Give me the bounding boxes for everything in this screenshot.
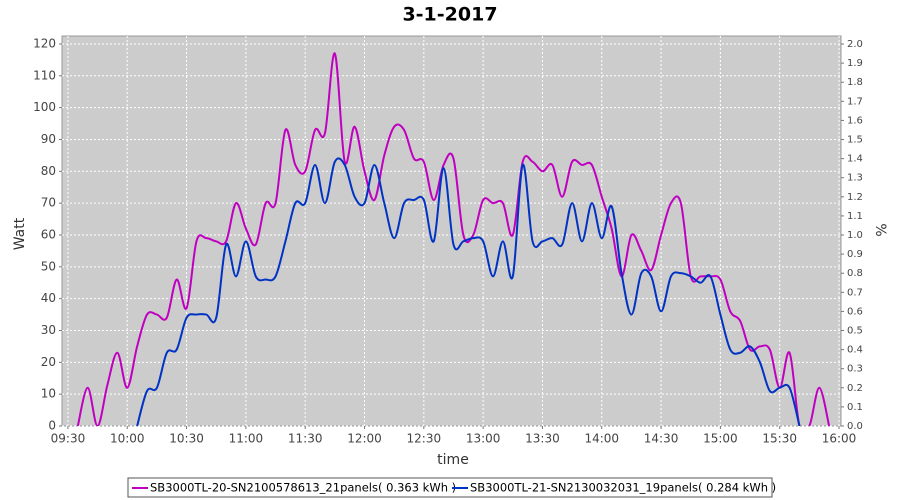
y-tick-label: 60 [41, 227, 56, 241]
x-tick-label: 15:30 [762, 432, 797, 446]
y-tick-label: 120 [33, 36, 56, 50]
x-tick-label: 14:30 [644, 432, 679, 446]
x-tick-label: 14:00 [584, 432, 619, 446]
y2-tick-label: 0.2 [847, 383, 863, 394]
x-tick-label: 12:30 [407, 432, 442, 446]
x-tick-label: 16:00 [822, 432, 857, 446]
y2-tick-label: 1.7 [847, 96, 863, 107]
x-tick-label: 13:30 [525, 432, 560, 446]
y2-tick-label: 2.0 [847, 39, 863, 50]
x-tick-label: 10:00 [110, 432, 145, 446]
y2-tick-label: 1.2 [847, 192, 863, 203]
y2-tick-label: 0.8 [847, 268, 863, 279]
y2-tick-label: 1.1 [847, 211, 863, 222]
y2-axis-label: % [872, 223, 888, 236]
series-line [136, 157, 801, 426]
series-line [76, 52, 831, 426]
y-tick-label: 50 [41, 259, 56, 273]
y-tick-label: 110 [33, 68, 56, 82]
x-tick-label: 11:30 [288, 432, 323, 446]
y2-tick-label: 0.4 [847, 345, 863, 356]
y2-tick-label: 1.8 [847, 77, 863, 88]
y2-tick-label: 0.9 [847, 249, 863, 260]
y2-tick-label: 1.0 [847, 230, 863, 241]
y-tick-label: 10 [41, 387, 56, 401]
y-tick-label: 90 [41, 132, 56, 146]
y-tick-label: 70 [41, 196, 56, 210]
x-axis-label: time [437, 452, 469, 468]
y2-tick-label: 1.9 [847, 58, 863, 69]
y2-tick-label: 1.6 [847, 115, 863, 126]
y2-tick-label: 1.4 [847, 154, 863, 165]
y2-tick-label: 1.3 [847, 173, 863, 184]
y2-tick-label: 0.5 [847, 326, 863, 337]
x-tick-label: 15:00 [703, 432, 738, 446]
y-axis-label: Watt [12, 217, 28, 250]
x-tick-label: 12:00 [347, 432, 382, 446]
y2-tick-label: 1.5 [847, 135, 863, 146]
y-tick-label: 0 [48, 419, 56, 433]
y2-tick-label: 0.3 [847, 364, 863, 375]
y-tick-label: 100 [33, 100, 56, 114]
chart-title: 3-1-2017 [402, 4, 497, 26]
y-tick-label: 80 [41, 164, 56, 178]
legend [127, 477, 773, 498]
y-tick-label: 30 [41, 323, 56, 337]
x-tick-label: 10:30 [169, 432, 204, 446]
y2-tick-label: 0.0 [847, 421, 863, 432]
y-tick-label: 20 [41, 355, 56, 369]
y2-tick-label: 0.1 [847, 402, 863, 413]
legend-label: SB3000TL-21-SN2130032031_19panels( 0.284… [470, 481, 776, 495]
y2-tick-label: 0.7 [847, 287, 863, 298]
x-tick-label: 13:00 [466, 432, 501, 446]
y-tick-label: 40 [41, 291, 56, 305]
x-tick-label: 11:00 [229, 432, 264, 446]
y2-tick-label: 0.6 [847, 306, 863, 317]
legend-label: SB3000TL-20-SN2100578613_21panels( 0.363… [150, 481, 456, 495]
x-tick-label: 09:30 [51, 432, 86, 446]
